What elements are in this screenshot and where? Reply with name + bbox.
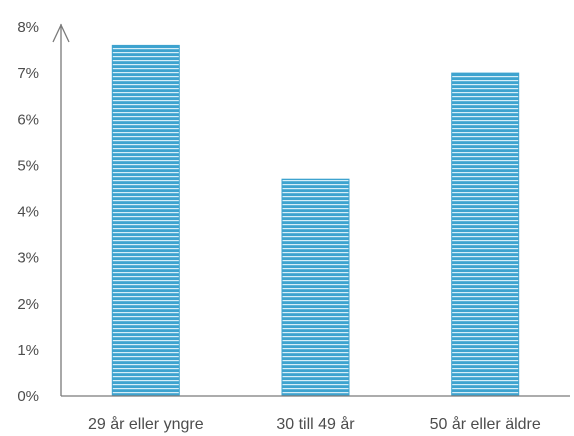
y-tick-label: 6% bbox=[17, 111, 39, 128]
y-tick-label: 1% bbox=[17, 342, 39, 359]
y-tick-label: 7% bbox=[17, 65, 39, 82]
y-axis-arrow-icon bbox=[52, 23, 70, 43]
x-category-label: 29 år eller yngre bbox=[88, 415, 204, 433]
bar-0 bbox=[111, 44, 180, 397]
y-tick-label: 4% bbox=[17, 204, 39, 221]
y-tick-label: 3% bbox=[17, 250, 39, 267]
axis-layer bbox=[52, 23, 570, 397]
bar-1 bbox=[281, 178, 350, 397]
y-tick-label: 5% bbox=[17, 157, 39, 174]
bars-layer bbox=[111, 44, 520, 397]
y-tick-label: 8% bbox=[17, 19, 39, 36]
bar-2 bbox=[451, 72, 520, 397]
y-tick-label: 0% bbox=[17, 388, 39, 405]
x-category-labels: 29 år eller yngre 30 till 49 år 50 år elle… bbox=[88, 415, 541, 433]
x-category-label: 30 till 49 år bbox=[276, 415, 355, 433]
y-tick-labels: 0% 1% 2% 3% 4% 5% 6% 7% 8% bbox=[17, 19, 39, 405]
x-category-label: 50 år eller äldre bbox=[430, 415, 541, 433]
y-tick-label: 2% bbox=[17, 296, 39, 313]
